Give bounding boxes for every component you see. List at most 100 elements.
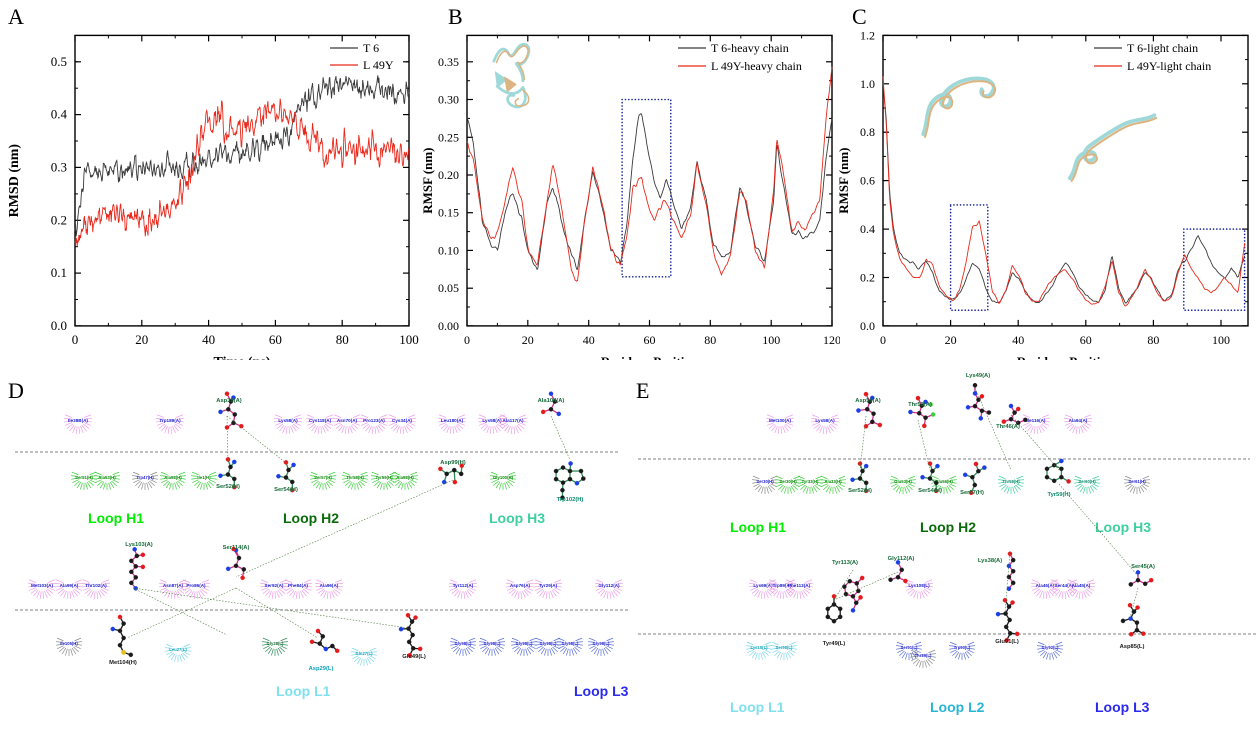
svg-text:0.15: 0.15 xyxy=(438,206,459,220)
svg-text:0.0: 0.0 xyxy=(860,319,875,333)
svg-text:0: 0 xyxy=(72,332,79,347)
svg-text:60: 60 xyxy=(644,333,656,347)
svg-text:Ala104(A): Ala104(A) xyxy=(538,398,565,404)
svg-text:Ser54(H): Ser54(H) xyxy=(274,487,298,493)
svg-text:Ala98(H): Ala98(H) xyxy=(164,475,182,480)
svg-text:Ser30(H): Ser30(H) xyxy=(779,479,797,484)
svg-text:Ser54(H): Ser54(H) xyxy=(918,488,942,494)
svg-text:0.20: 0.20 xyxy=(438,168,459,182)
svg-text:Lys49(A): Lys49(A) xyxy=(966,373,990,379)
svg-text:0.0: 0.0 xyxy=(51,318,67,333)
svg-text:Gly100(H): Gly100(H) xyxy=(493,475,514,480)
svg-text:Trp189(A): Trp189(A) xyxy=(159,418,181,423)
svg-text:20: 20 xyxy=(135,332,148,347)
svg-text:0.1: 0.1 xyxy=(51,265,67,280)
svg-text:Ala117(A): Ala117(A) xyxy=(503,418,524,423)
svg-text:Ser57(H): Ser57(H) xyxy=(960,490,984,496)
svg-text:60: 60 xyxy=(269,332,282,347)
svg-text:Asp29(L): Asp29(L) xyxy=(309,666,334,672)
svg-text:Glu91(L): Glu91(L) xyxy=(995,639,1019,645)
svg-text:80: 80 xyxy=(704,333,716,347)
svg-text:0.30: 0.30 xyxy=(438,93,459,107)
svg-text:Ile1(H): Ile1(H) xyxy=(197,475,211,480)
svg-text:Loop L1: Loop L1 xyxy=(276,683,331,699)
svg-text:Ala33(H): Ala33(H) xyxy=(825,479,843,484)
svg-text:Lys58(A): Lys58(A) xyxy=(482,418,502,423)
svg-text:40: 40 xyxy=(202,332,215,347)
svg-text:L 49Y-heavy chain: L 49Y-heavy chain xyxy=(711,59,802,73)
svg-text:Ser92(A): Ser92(A) xyxy=(265,583,284,588)
svg-text:Glu53(H): Glu53(H) xyxy=(894,479,912,484)
svg-text:Gly98(L): Gly98(L) xyxy=(455,641,472,646)
svg-text:Ala46(A): Ala46(A) xyxy=(1036,583,1055,588)
svg-text:20: 20 xyxy=(945,333,957,347)
svg-text:L 49Y-light chain: L 49Y-light chain xyxy=(1127,59,1211,73)
svg-text:Lys108(L): Lys108(L) xyxy=(908,583,930,588)
svg-text:Gly98(L): Gly98(L) xyxy=(540,641,557,646)
svg-text:Loop H2: Loop H2 xyxy=(920,519,976,535)
svg-text:Gly92(L): Gly92(L) xyxy=(1042,645,1059,650)
svg-text:Thr58(H): Thr58(H) xyxy=(346,475,364,480)
svg-text:Loop H1: Loop H1 xyxy=(88,510,144,526)
svg-text:0.6: 0.6 xyxy=(860,174,875,188)
svg-text:Residues Position: Residues Position xyxy=(1017,354,1115,360)
svg-text:0.2: 0.2 xyxy=(51,212,67,227)
svg-text:Ala94(A): Ala94(A) xyxy=(1069,418,1088,423)
svg-text:Loop H1: Loop H1 xyxy=(730,519,786,535)
svg-text:100: 100 xyxy=(762,333,780,347)
svg-text:60: 60 xyxy=(1080,333,1092,347)
svg-text:Residues Position: Residues Position xyxy=(601,354,699,360)
svg-text:Tyr113(A): Tyr113(A) xyxy=(832,560,858,566)
svg-text:Pro86(A): Pro86(A) xyxy=(186,583,206,588)
svg-text:Loop L3: Loop L3 xyxy=(1095,699,1150,715)
svg-text:Tyr112(A): Tyr112(A) xyxy=(453,583,474,588)
svg-text:Ser57(H): Ser57(H) xyxy=(314,475,332,480)
svg-text:Ser30(H): Ser30(H) xyxy=(756,479,774,484)
svg-text:Thr58(H): Thr58(H) xyxy=(1002,479,1020,484)
svg-text:Leu180(A): Leu180(A) xyxy=(441,418,464,423)
svg-text:Ser114(A): Ser114(A) xyxy=(223,545,250,551)
svg-text:0.4: 0.4 xyxy=(51,107,68,122)
svg-text:Thr89(L): Thr89(L) xyxy=(915,653,932,658)
svg-text:RMSD (nm): RMSD (nm) xyxy=(7,144,22,218)
svg-text:Thr46(A): Thr46(A) xyxy=(996,424,1020,430)
svg-text:Ser45(A): Ser45(A) xyxy=(1131,564,1155,570)
svg-text:Loop L3: Loop L3 xyxy=(574,683,629,699)
svg-text:0: 0 xyxy=(464,333,470,347)
svg-text:Trp90(L): Trp90(L) xyxy=(954,645,971,650)
svg-text:Ser51(H): Ser51(H) xyxy=(75,475,93,480)
svg-text:Ile116(A): Ile116(A) xyxy=(1027,418,1046,423)
svg-text:Trp47(H): Trp47(H) xyxy=(136,475,154,480)
svg-text:0.2: 0.2 xyxy=(860,271,875,285)
svg-text:RMSF (nm): RMSF (nm) xyxy=(420,147,435,213)
svg-text:Cys118(A): Cys118(A) xyxy=(309,418,332,423)
svg-text:0.4: 0.4 xyxy=(860,222,875,236)
svg-text:0.00: 0.00 xyxy=(438,319,459,333)
svg-text:Trp102(H): Trp102(H) xyxy=(557,497,584,503)
svg-text:Asn70(A): Asn70(A) xyxy=(337,418,358,423)
svg-text:Phe113(A): Phe113(A) xyxy=(788,583,811,588)
svg-text:T 6-heavy chain: T 6-heavy chain xyxy=(711,41,789,55)
svg-text:Ser90(L): Ser90(L) xyxy=(776,645,793,650)
svg-text:80: 80 xyxy=(336,332,349,347)
svg-text:Gly28(L): Gly28(L) xyxy=(267,641,284,646)
svg-text:Tyr59(H): Tyr59(H) xyxy=(1047,492,1070,498)
svg-text:Lys38(A): Lys38(A) xyxy=(978,558,1002,564)
svg-text:Met104(H): Met104(H) xyxy=(109,660,137,666)
svg-text:Tyr59(H): Tyr59(H) xyxy=(375,475,393,480)
svg-text:0: 0 xyxy=(880,333,886,347)
svg-text:Asp85(L): Asp85(L) xyxy=(1120,644,1145,650)
svg-text:Loop L1: Loop L1 xyxy=(730,699,785,715)
svg-text:Ile105(H): Ile105(H) xyxy=(60,641,78,646)
svg-text:Ala45(A): Ala45(A) xyxy=(1072,583,1091,588)
svg-text:Asp76(A): Asp76(A) xyxy=(510,583,531,588)
svg-text:Gln27(L): Gln27(L) xyxy=(356,651,374,656)
svg-text:T 6-light chain: T 6-light chain xyxy=(1127,41,1198,55)
svg-text:1.2: 1.2 xyxy=(860,28,875,42)
svg-text:20: 20 xyxy=(522,333,534,347)
svg-text:Gly98(L): Gly98(L) xyxy=(484,641,501,646)
svg-text:Lys58(A): Lys58(A) xyxy=(815,418,835,423)
svg-text:Lys10(L): Lys10(L) xyxy=(750,645,768,650)
svg-text:L 49Y: L 49Y xyxy=(363,58,394,72)
svg-text:Tyr32(H): Tyr32(H) xyxy=(802,479,819,484)
